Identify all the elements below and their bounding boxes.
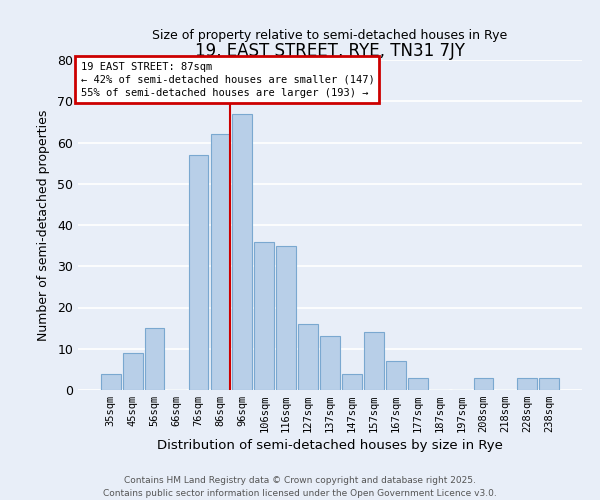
- Bar: [254, 242, 274, 390]
- Bar: [276, 246, 296, 390]
- Bar: [298, 324, 318, 390]
- Bar: [517, 378, 537, 390]
- Text: 19 EAST STREET: 87sqm
← 42% of semi-detached houses are smaller (147)
55% of sem: 19 EAST STREET: 87sqm ← 42% of semi-deta…: [80, 62, 374, 98]
- Bar: [188, 155, 208, 390]
- Bar: [408, 378, 428, 390]
- Bar: [320, 336, 340, 390]
- Bar: [364, 332, 384, 390]
- Title: 19, EAST STREET, RYE, TN31 7JY: 19, EAST STREET, RYE, TN31 7JY: [195, 42, 465, 60]
- Bar: [123, 353, 143, 390]
- Bar: [101, 374, 121, 390]
- X-axis label: Distribution of semi-detached houses by size in Rye: Distribution of semi-detached houses by …: [157, 440, 503, 452]
- Bar: [473, 378, 493, 390]
- Text: Size of property relative to semi-detached houses in Rye: Size of property relative to semi-detach…: [152, 30, 508, 43]
- Text: Contains HM Land Registry data © Crown copyright and database right 2025.
Contai: Contains HM Land Registry data © Crown c…: [103, 476, 497, 498]
- Bar: [211, 134, 230, 390]
- Bar: [539, 378, 559, 390]
- Bar: [342, 374, 362, 390]
- Bar: [386, 361, 406, 390]
- Y-axis label: Number of semi-detached properties: Number of semi-detached properties: [37, 110, 50, 340]
- Bar: [232, 114, 252, 390]
- Bar: [145, 328, 164, 390]
